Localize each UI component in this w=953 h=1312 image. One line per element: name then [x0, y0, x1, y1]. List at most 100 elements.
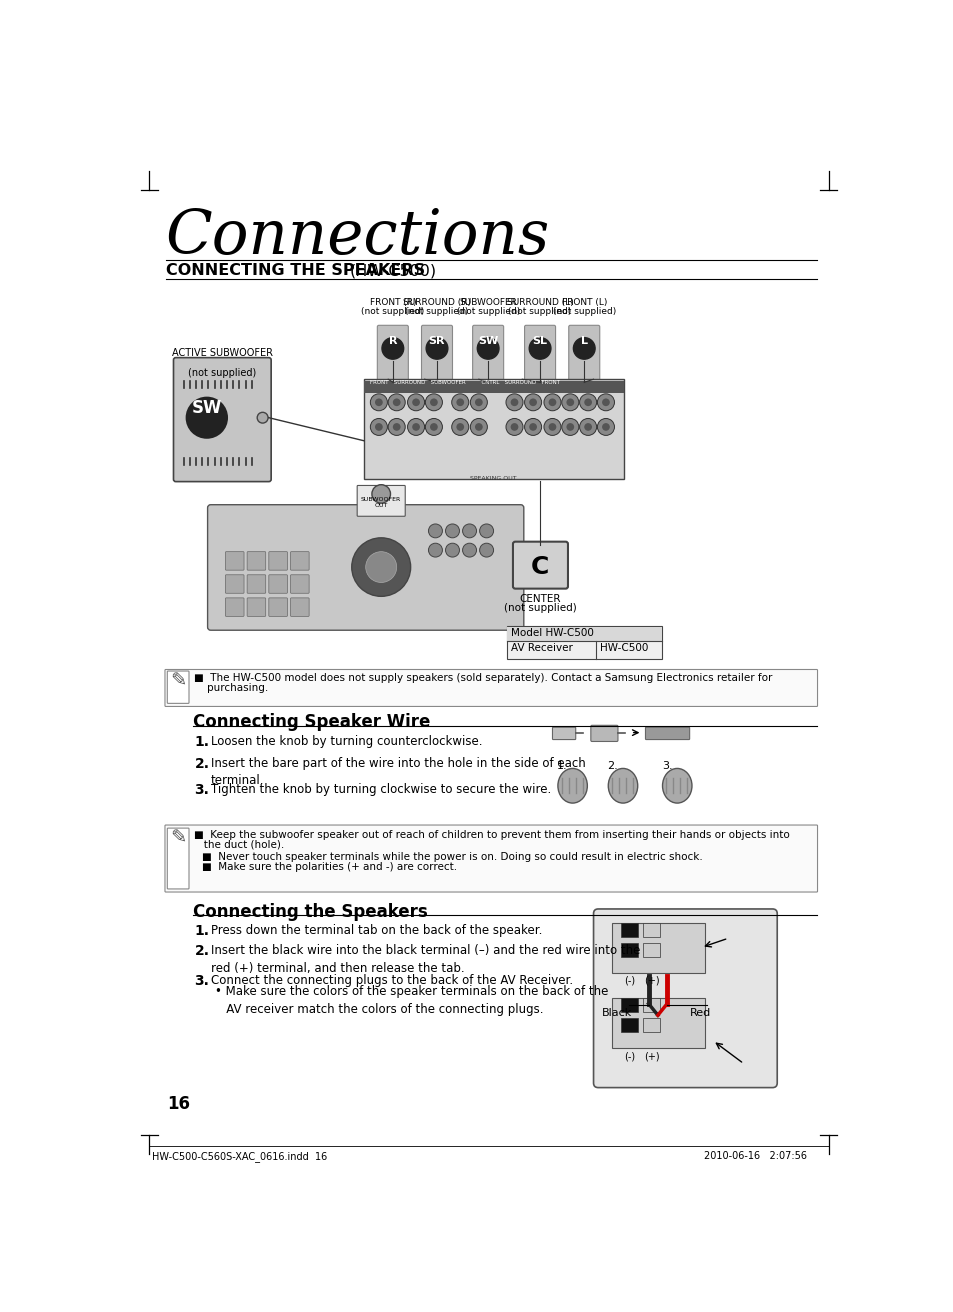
Circle shape — [445, 523, 459, 538]
Text: 1.: 1. — [194, 735, 210, 749]
FancyBboxPatch shape — [247, 551, 266, 571]
FancyBboxPatch shape — [269, 575, 287, 593]
Text: ✎: ✎ — [170, 672, 186, 691]
FancyBboxPatch shape — [291, 598, 309, 617]
Text: SW: SW — [192, 399, 222, 417]
Text: (not supplied): (not supplied) — [405, 307, 468, 316]
Circle shape — [479, 543, 493, 558]
Text: the duct (hole).: the duct (hole). — [194, 840, 284, 850]
Circle shape — [370, 419, 387, 436]
Text: (-): (-) — [624, 976, 635, 985]
Text: SL: SL — [532, 336, 547, 345]
Text: HW-C500-C560S-XAC_0616.indd  16: HW-C500-C560S-XAC_0616.indd 16 — [152, 1151, 327, 1161]
Circle shape — [476, 337, 498, 359]
Circle shape — [470, 394, 487, 411]
Circle shape — [561, 419, 578, 436]
Text: HW-C500: HW-C500 — [599, 643, 647, 653]
Text: FRONT (L): FRONT (L) — [561, 298, 606, 307]
Circle shape — [375, 399, 382, 407]
Bar — [364, 380, 623, 394]
Circle shape — [529, 337, 550, 359]
Text: Press down the terminal tab on the back of the speaker.: Press down the terminal tab on the back … — [211, 925, 541, 937]
Text: purchasing.: purchasing. — [193, 684, 268, 693]
FancyBboxPatch shape — [291, 551, 309, 571]
Circle shape — [543, 394, 560, 411]
FancyBboxPatch shape — [167, 670, 189, 703]
Circle shape — [430, 422, 437, 430]
Text: SPEAKING OUT: SPEAKING OUT — [470, 476, 517, 482]
Text: 3.: 3. — [194, 783, 209, 796]
Text: (HW-C500): (HW-C500) — [349, 264, 436, 278]
Circle shape — [524, 394, 541, 411]
Circle shape — [375, 422, 382, 430]
FancyBboxPatch shape — [165, 825, 817, 892]
Circle shape — [573, 337, 595, 359]
Bar — [642, 998, 659, 1012]
FancyBboxPatch shape — [225, 575, 244, 593]
Circle shape — [388, 394, 405, 411]
Circle shape — [430, 399, 437, 407]
Text: ■  The HW-C500 model does not supply speakers (sold separately). Contact a Samsu: ■ The HW-C500 model does not supply spea… — [193, 673, 771, 682]
Bar — [612, 998, 704, 1048]
FancyBboxPatch shape — [472, 325, 503, 384]
Bar — [506, 626, 661, 660]
Bar — [620, 998, 638, 1012]
Circle shape — [187, 398, 227, 438]
FancyBboxPatch shape — [593, 909, 777, 1088]
Text: 3.: 3. — [194, 974, 209, 988]
Text: (not supplied): (not supplied) — [552, 307, 616, 316]
Text: Tighten the knob by turning clockwise to secure the wire.: Tighten the knob by turning clockwise to… — [211, 783, 551, 795]
Circle shape — [370, 394, 387, 411]
Bar — [612, 922, 704, 974]
Circle shape — [425, 419, 442, 436]
FancyBboxPatch shape — [208, 505, 523, 630]
Text: ✎: ✎ — [170, 829, 186, 848]
Text: SUBWOOFER
OUT: SUBWOOFER OUT — [360, 497, 401, 508]
Circle shape — [393, 422, 400, 430]
Circle shape — [426, 337, 447, 359]
Text: Connecting the Speakers: Connecting the Speakers — [193, 903, 427, 921]
FancyBboxPatch shape — [225, 551, 244, 571]
Circle shape — [524, 419, 541, 436]
Text: 2.: 2. — [194, 757, 210, 770]
Circle shape — [505, 394, 522, 411]
Ellipse shape — [661, 769, 691, 803]
Text: ■  Keep the subwoofer speaker out of reach of children to prevent them from inse: ■ Keep the subwoofer speaker out of reac… — [194, 829, 789, 840]
Text: SURROUND (L): SURROUND (L) — [506, 298, 573, 307]
Circle shape — [566, 399, 574, 407]
Circle shape — [388, 419, 405, 436]
Circle shape — [456, 422, 464, 430]
Text: 16: 16 — [167, 1096, 190, 1114]
Circle shape — [601, 399, 609, 407]
Circle shape — [372, 484, 390, 504]
Text: Red: Red — [689, 1008, 710, 1018]
Text: Insert the black wire into the black terminal (–) and the red wire into the
red : Insert the black wire into the black ter… — [211, 945, 639, 975]
Circle shape — [352, 538, 410, 597]
Text: R: R — [388, 336, 396, 345]
Bar — [620, 943, 638, 956]
Text: SW: SW — [477, 336, 497, 345]
Bar — [642, 922, 659, 937]
FancyBboxPatch shape — [173, 358, 271, 482]
Text: (not supplied): (not supplied) — [456, 307, 519, 316]
FancyBboxPatch shape — [247, 598, 266, 617]
Text: AV Receiver: AV Receiver — [511, 643, 573, 653]
Text: 1.: 1. — [557, 761, 567, 771]
FancyBboxPatch shape — [524, 325, 555, 384]
Text: (-): (-) — [624, 1051, 635, 1061]
Bar — [642, 1018, 659, 1033]
Circle shape — [381, 337, 403, 359]
Circle shape — [462, 543, 476, 558]
Text: C: C — [530, 555, 549, 579]
Circle shape — [456, 399, 464, 407]
FancyBboxPatch shape — [247, 575, 266, 593]
Text: 3.: 3. — [661, 761, 672, 771]
Text: FRONT   SURROUND   SUBWOOFER         CNTRL   SURROUND   FRONT: FRONT SURROUND SUBWOOFER CNTRL SURROUND … — [370, 380, 559, 384]
Text: Loosen the knob by turning counterclockwise.: Loosen the knob by turning counterclockw… — [211, 735, 481, 748]
Text: Connect the connecting plugs to the back of the AV Receiver.: Connect the connecting plugs to the back… — [211, 974, 572, 987]
Circle shape — [597, 419, 614, 436]
Circle shape — [548, 399, 556, 407]
Circle shape — [529, 399, 537, 407]
Text: CONNECTING THE SPEAKERS: CONNECTING THE SPEAKERS — [166, 264, 430, 278]
Text: Insert the bare part of the wire into the hole in the side of each
terminal.: Insert the bare part of the wire into th… — [211, 757, 585, 787]
